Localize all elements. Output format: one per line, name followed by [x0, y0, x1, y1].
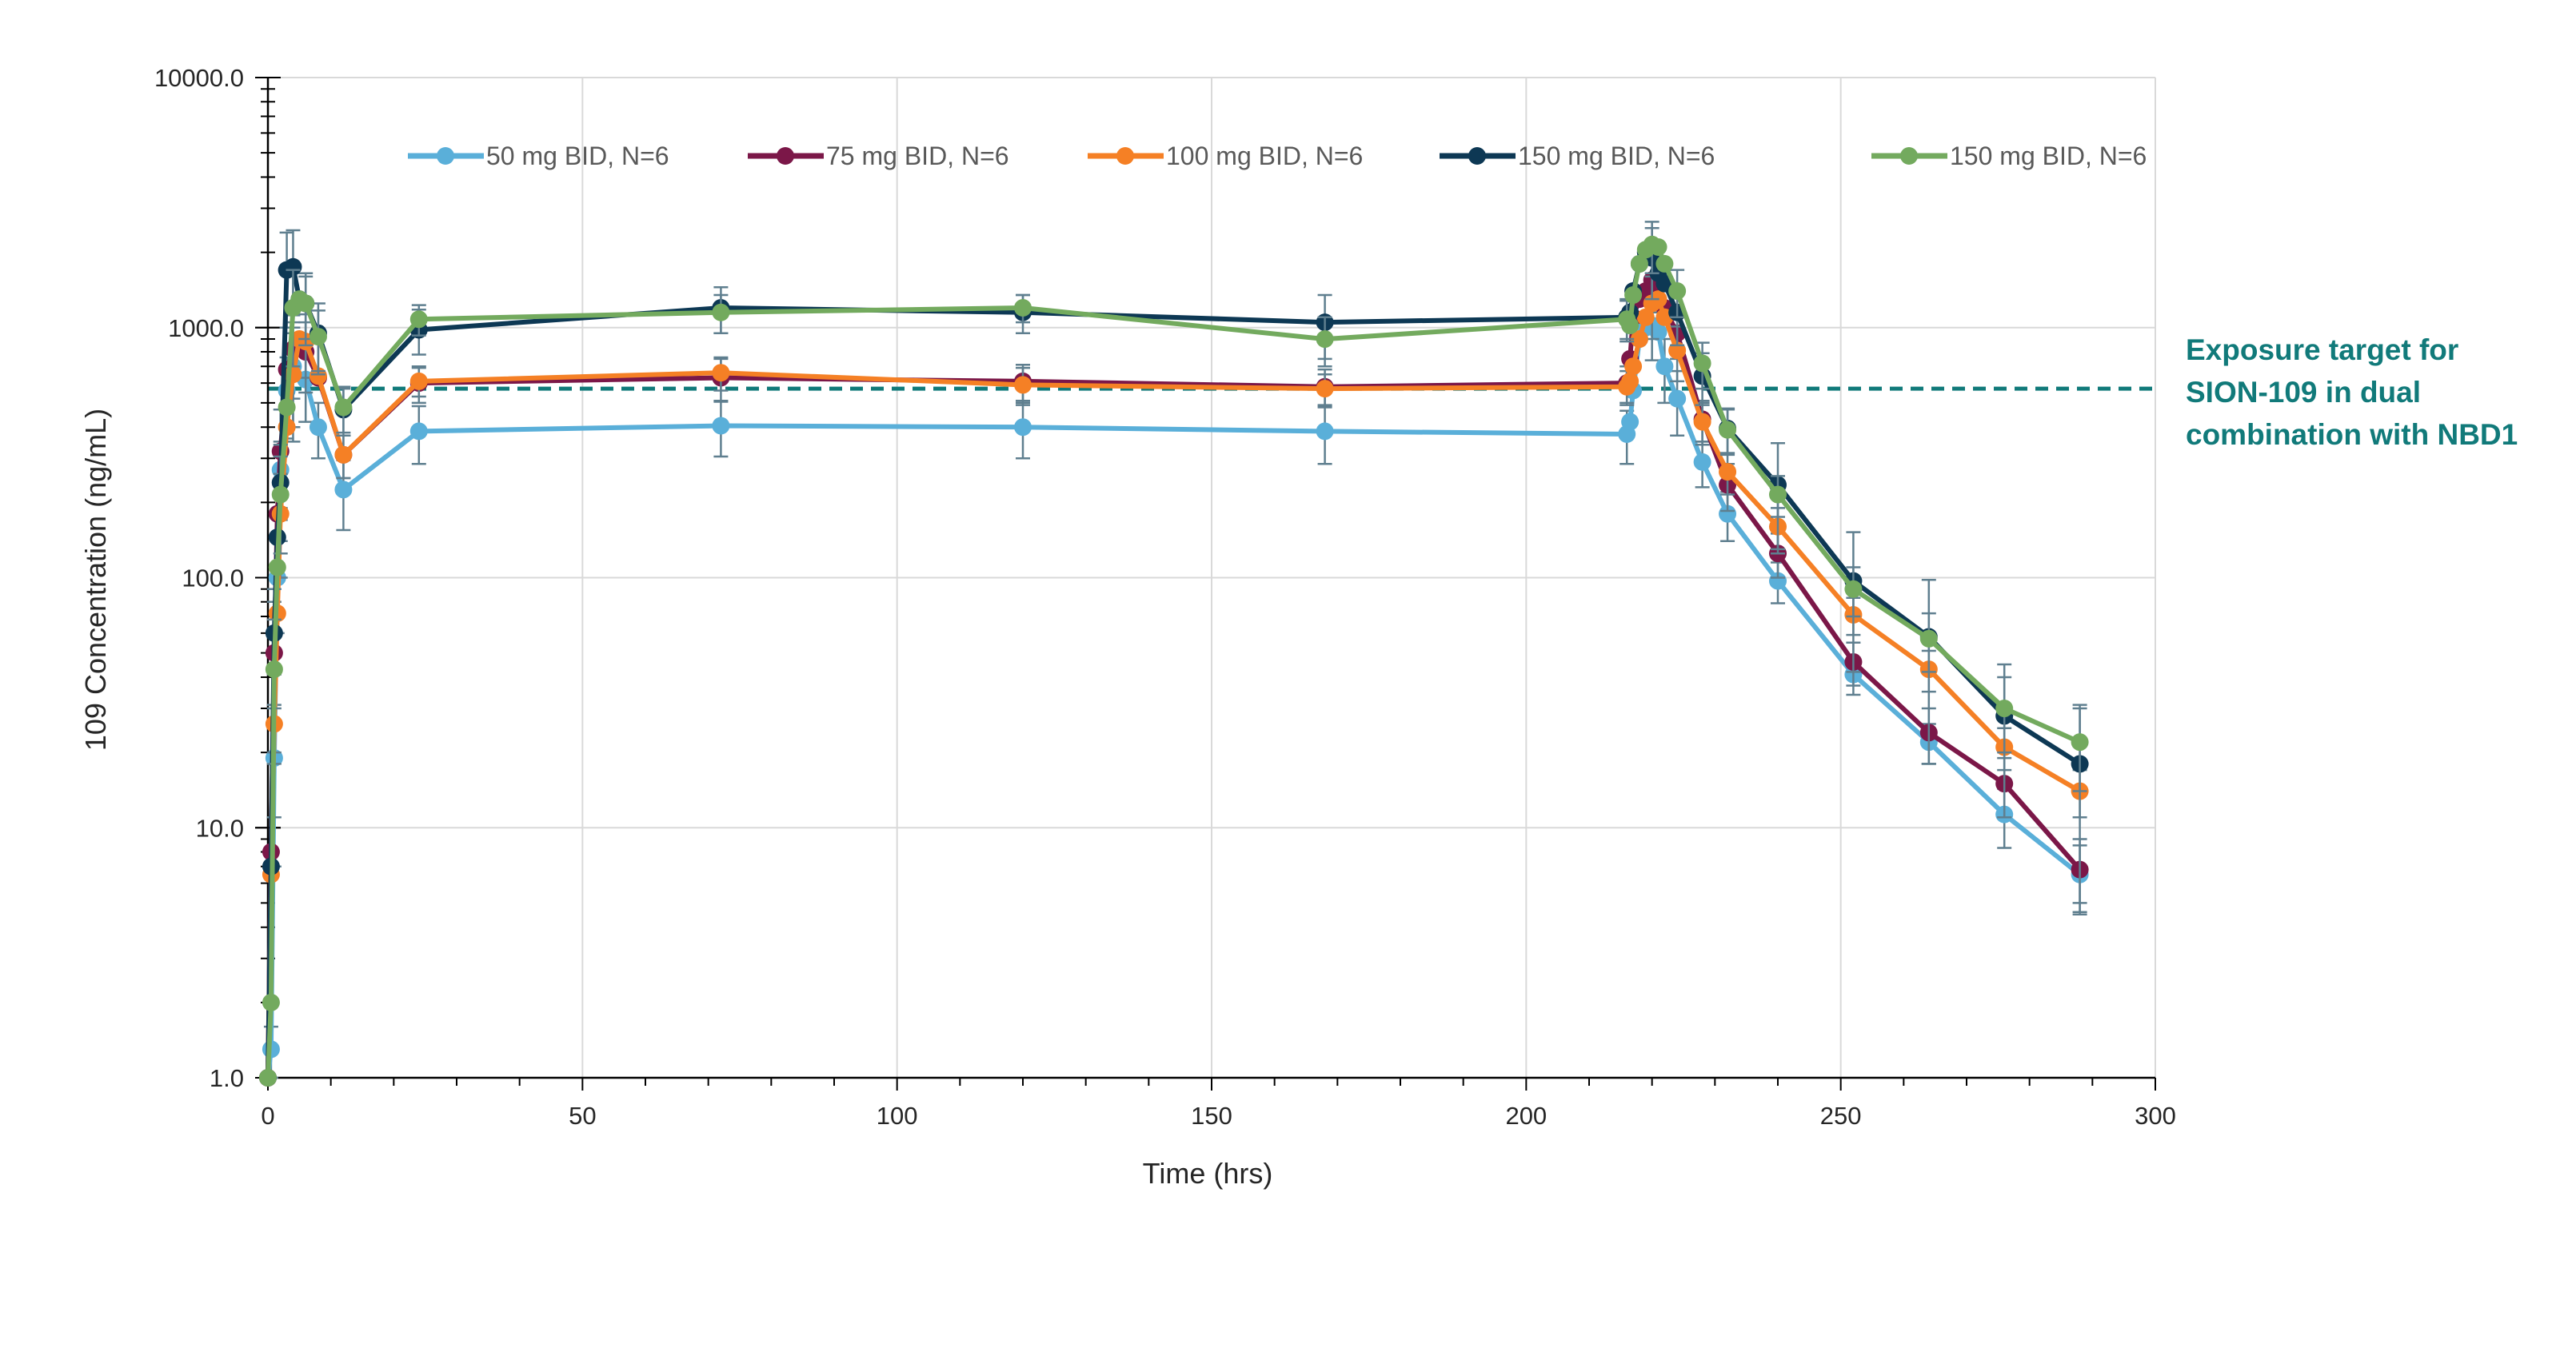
data-point: [1693, 453, 1711, 471]
legend: 50 mg BID, N=6 75 mg BID, N=6 100 mg BID, …: [408, 142, 2147, 170]
x-tick-label: 200: [1505, 1102, 1547, 1130]
data-point: [1668, 389, 1687, 408]
legend-swatch-marker: [777, 147, 794, 165]
y-tick-label: 1000.0: [168, 314, 244, 342]
legend-label: 100 mg BID, N=6: [1166, 142, 1363, 170]
data-point: [1014, 418, 1032, 437]
legend-label: 75 mg BID, N=6: [826, 142, 1009, 170]
data-point: [265, 660, 283, 679]
axes: 1.0 10.0 100.0 1000.0 10000.0 0 50 100 150 200 250…: [154, 64, 2176, 1130]
data-point: [1014, 376, 1032, 394]
data-point: [284, 257, 302, 276]
data-point: [1693, 413, 1711, 431]
series-line: [266, 277, 2082, 1079]
data-point: [1316, 422, 1334, 441]
legend-entry-2: 75 mg BID, N=6: [748, 142, 1009, 170]
series-1: [259, 297, 2089, 1087]
data-point: [1769, 572, 1787, 590]
data-point: [1621, 372, 1639, 390]
legend-swatch-marker: [1116, 147, 1134, 165]
series-line: [266, 297, 2082, 1079]
data-point: [1014, 298, 1032, 317]
data-point: [1316, 380, 1334, 398]
data-point: [268, 558, 286, 576]
data-point: [1655, 254, 1674, 273]
exposure-target-label-line-3: combination with NBD1: [2186, 418, 2518, 451]
data-point: [262, 993, 280, 1011]
y-axis-title: 109 Concentration (ng/mL): [79, 409, 112, 751]
data-point: [1995, 700, 2014, 718]
y-tick-label: 100.0: [182, 564, 244, 592]
data-point: [2071, 733, 2089, 752]
data-point: [1919, 629, 1938, 648]
data-point: [334, 481, 353, 499]
x-tick-label: 50: [569, 1102, 596, 1130]
legend-entry-3: 100 mg BID, N=6: [1088, 142, 1363, 170]
x-tick-label: 250: [1820, 1102, 1862, 1130]
series-3: [259, 275, 2089, 1087]
y-tick-label: 1.0: [210, 1064, 244, 1092]
data-point: [712, 417, 730, 435]
data-point: [1621, 317, 1639, 335]
data-point: [409, 310, 428, 329]
data-point: [1316, 330, 1334, 349]
data-point: [1655, 357, 1674, 376]
data-point: [1844, 580, 1863, 598]
legend-entry-4: 150 mg BID, N=6: [1440, 142, 1715, 170]
data-point: [1624, 357, 1643, 376]
series-line: [266, 241, 2081, 1079]
x-tick-label: 0: [261, 1102, 274, 1130]
series-group: [259, 221, 2089, 1087]
series-4: [259, 227, 2089, 1087]
legend-entry-5: 150 mg BID, N=6: [1871, 142, 2147, 170]
data-point: [1668, 282, 1687, 301]
grid-lines: [268, 77, 2156, 1078]
series-5: [259, 221, 2089, 1087]
data-point: [712, 364, 730, 382]
data-point: [712, 303, 730, 321]
data-point: [1693, 354, 1711, 373]
legend-entry-1: 50 mg BID, N=6: [408, 142, 669, 170]
data-point: [334, 398, 353, 417]
legend-swatch-marker: [1468, 147, 1486, 165]
y-tick-label: 10.0: [196, 814, 244, 842]
data-point: [1636, 308, 1655, 326]
data-point: [1624, 285, 1643, 304]
data-point: [1649, 237, 1667, 256]
data-point: [1649, 323, 1667, 341]
legend-label: 50 mg BID, N=6: [486, 142, 669, 170]
x-tick-label: 150: [1191, 1102, 1232, 1130]
data-point: [1719, 505, 1737, 523]
x-tick-label: 100: [877, 1102, 918, 1130]
data-point: [409, 422, 428, 441]
data-point: [259, 1069, 277, 1087]
legend-swatch-marker: [1900, 147, 1918, 165]
x-tick-label: 300: [2135, 1102, 2176, 1130]
exposure-target-label-line-2: SION-109 in dual: [2186, 376, 2421, 409]
data-point: [309, 418, 327, 437]
data-point: [409, 372, 428, 390]
exposure-target-label-line-1: Exposure target for: [2186, 333, 2458, 366]
data-point: [278, 398, 296, 417]
data-point: [1630, 254, 1648, 273]
data-point: [309, 328, 327, 346]
x-axis-title: Time (hrs): [1143, 1157, 1273, 1190]
data-point: [271, 485, 290, 504]
data-point: [1769, 485, 1787, 504]
legend-swatch-marker: [437, 147, 454, 165]
y-tick-label: 10000.0: [154, 64, 244, 92]
series-line: [266, 323, 2082, 1079]
data-point: [1621, 413, 1639, 431]
data-point: [334, 445, 353, 464]
data-point: [1719, 421, 1737, 439]
legend-label: 150 mg BID, N=6: [1950, 142, 2147, 170]
data-point: [297, 294, 315, 313]
data-point: [1630, 330, 1648, 349]
legend-label: 150 mg BID, N=6: [1518, 142, 1715, 170]
data-point: [1719, 463, 1737, 481]
